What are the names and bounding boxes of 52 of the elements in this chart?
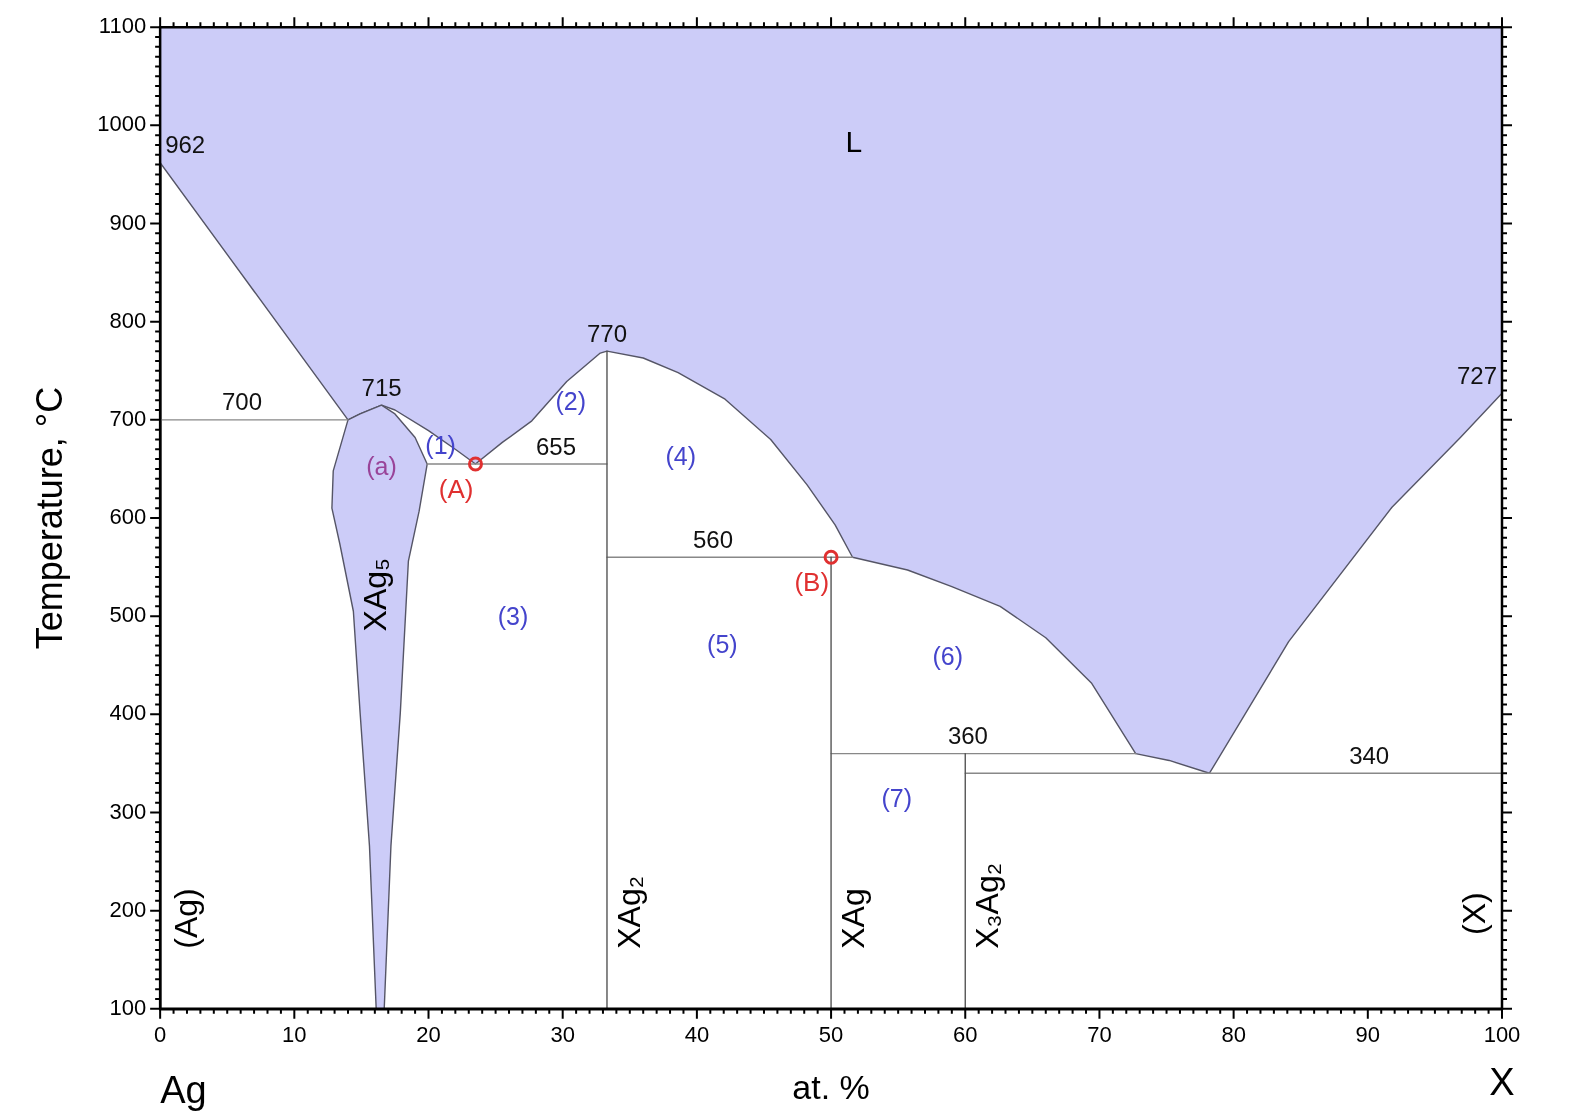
text: Ag xyxy=(160,1068,207,1111)
x-tick-label: 50 xyxy=(818,1022,844,1048)
annotation: (3) xyxy=(497,602,529,631)
x-tick-label: 80 xyxy=(1221,1022,1246,1048)
y-tick-label: 800 xyxy=(109,307,147,333)
y-tick-label: 200 xyxy=(109,896,147,922)
x-tick-label: 40 xyxy=(684,1022,710,1048)
annotation: (7) xyxy=(881,783,913,812)
x-tick-label: 0 xyxy=(154,1022,167,1048)
text: XAg₂ xyxy=(610,875,647,949)
annotation: 360 xyxy=(947,722,988,750)
x-tick-label: 90 xyxy=(1355,1022,1381,1048)
annotation: 770 xyxy=(586,319,627,347)
series-label: (B) xyxy=(794,567,830,598)
y-axis-title: Temperature, °C xyxy=(28,386,70,650)
y-tick-label: 900 xyxy=(109,209,147,235)
text: XAg xyxy=(834,888,871,949)
y-tick-label: 500 xyxy=(109,602,147,628)
annotation: (1) xyxy=(425,431,456,460)
annotation: 700 xyxy=(221,388,263,416)
annotation: (6) xyxy=(932,642,964,671)
text: X xyxy=(1489,1060,1515,1103)
annotation: 655 xyxy=(535,432,577,460)
annotation: (a) xyxy=(366,451,397,480)
y-tick-label: 1000 xyxy=(97,111,147,137)
text: X₃Ag₂ xyxy=(969,862,1006,949)
y-tick-label: 100 xyxy=(109,994,147,1020)
annotation: 962 xyxy=(165,131,206,159)
x-axis-title: at. % xyxy=(792,1067,870,1106)
annotation: L xyxy=(845,125,863,159)
annotation: (Ag) xyxy=(168,888,205,949)
annotation: (5) xyxy=(707,630,738,659)
y-tick-label: 300 xyxy=(109,798,147,824)
x-tick-label: 60 xyxy=(953,1022,978,1048)
series-label: (A) xyxy=(438,474,474,505)
x-tick-label: 70 xyxy=(1087,1022,1112,1048)
annotation: 560 xyxy=(692,525,734,553)
annotation: 715 xyxy=(361,373,402,401)
annotation: (X) xyxy=(1456,892,1493,935)
y-tick-label: 600 xyxy=(109,504,147,530)
y-tick-label: 1100 xyxy=(98,13,147,39)
series-label: XAg₅ xyxy=(357,558,394,632)
annotation: (4) xyxy=(665,442,697,471)
annotation: 727 xyxy=(1456,361,1497,389)
x-tick-label: 10 xyxy=(282,1022,307,1048)
y-tick-label: 700 xyxy=(109,405,147,431)
annotation: 340 xyxy=(1349,741,1390,769)
x-tick-label: 20 xyxy=(416,1022,441,1048)
annotation: (2) xyxy=(555,387,587,416)
y-tick-label: 400 xyxy=(109,700,147,726)
x-tick-label: 100 xyxy=(1483,1022,1521,1048)
x-tick-label: 30 xyxy=(550,1022,575,1048)
